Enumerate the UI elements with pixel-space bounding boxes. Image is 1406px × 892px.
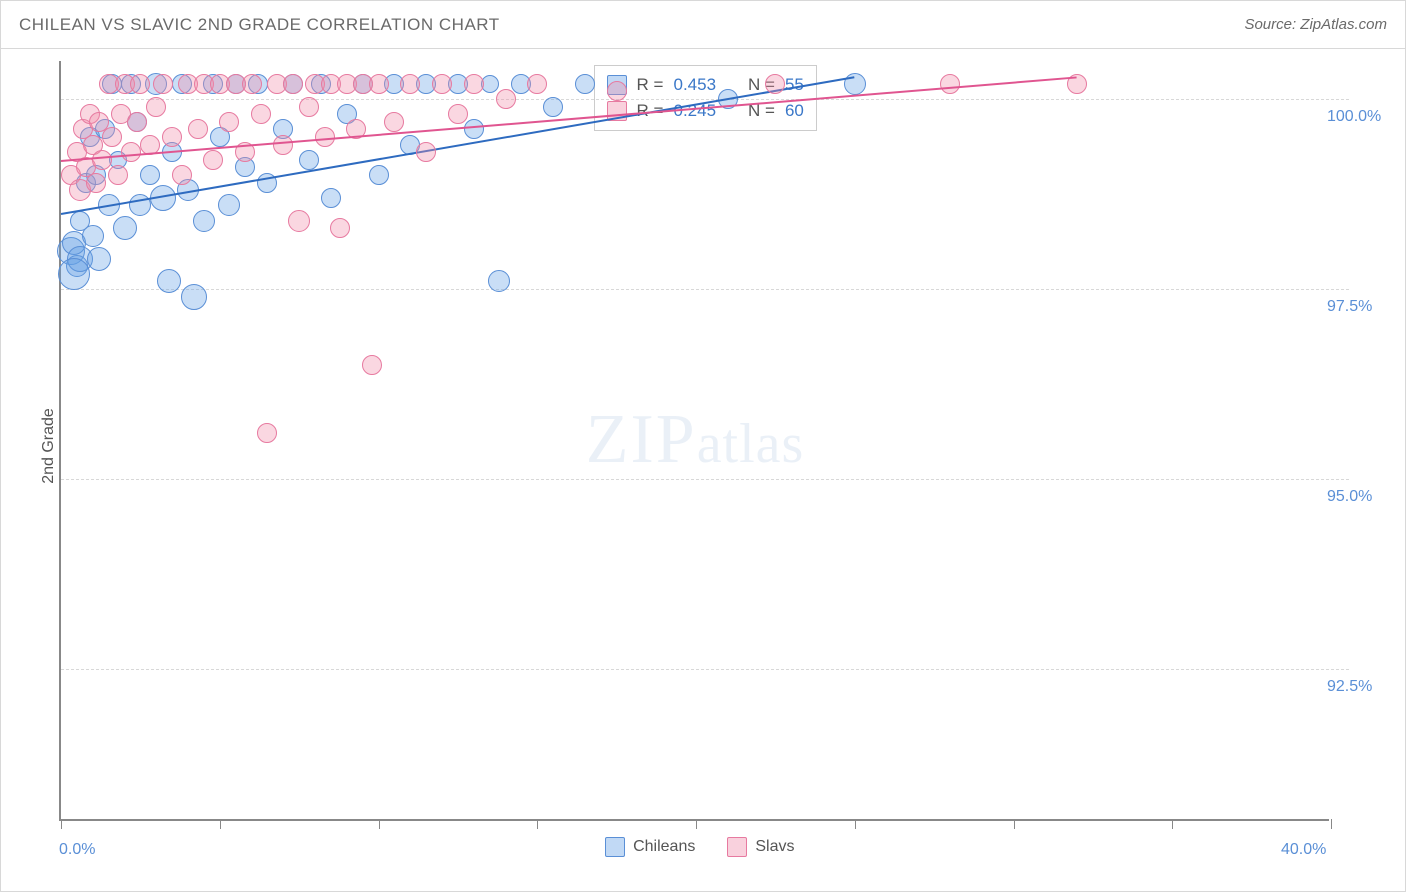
- scatter-point: [321, 188, 341, 208]
- scatter-point: [153, 74, 173, 94]
- legend-swatch-icon: [727, 837, 747, 857]
- watermark-zip: ZIP: [586, 401, 697, 478]
- legend-item: Chileans: [605, 837, 695, 857]
- scatter-point: [130, 74, 150, 94]
- scatter-point: [193, 210, 215, 232]
- scatter-point: [92, 150, 112, 170]
- scatter-point: [543, 97, 563, 117]
- scatter-point: [464, 74, 484, 94]
- scatter-point: [203, 150, 223, 170]
- scatter-point: [330, 218, 350, 238]
- scatter-point: [384, 112, 404, 132]
- chart-container: CHILEAN VS SLAVIC 2ND GRADE CORRELATION …: [0, 0, 1406, 892]
- x-tick: [1014, 819, 1015, 829]
- legend-item: Slavs: [727, 837, 794, 857]
- legend-label: Chileans: [633, 838, 695, 856]
- legend-swatch-icon: [605, 837, 625, 857]
- scatter-point: [172, 165, 192, 185]
- scatter-point: [369, 74, 389, 94]
- stat-r-label: R =: [637, 72, 664, 98]
- x-tick: [1331, 819, 1332, 829]
- scatter-point: [432, 74, 452, 94]
- scatter-point: [218, 194, 240, 216]
- scatter-point: [86, 173, 106, 193]
- scatter-point: [283, 74, 303, 94]
- gridline-h: [61, 669, 1349, 670]
- scatter-point: [400, 74, 420, 94]
- scatter-point: [416, 142, 436, 162]
- scatter-point: [146, 97, 166, 117]
- watermark-atlas: atlas: [697, 413, 805, 475]
- scatter-point: [251, 104, 271, 124]
- scatter-point: [288, 210, 310, 232]
- y-tick-label: 95.0%: [1327, 488, 1372, 506]
- scatter-point: [488, 270, 510, 292]
- scatter-point: [464, 119, 484, 139]
- y-tick-label: 97.5%: [1327, 298, 1372, 316]
- scatter-point: [362, 355, 382, 375]
- chart-title: CHILEAN VS SLAVIC 2ND GRADE CORRELATION …: [19, 15, 500, 35]
- scatter-point: [844, 73, 866, 95]
- gridline-h: [61, 99, 1349, 100]
- x-tick: [1172, 819, 1173, 829]
- scatter-point: [157, 269, 181, 293]
- scatter-point: [87, 247, 111, 271]
- scatter-point: [121, 142, 141, 162]
- scatter-point: [140, 165, 160, 185]
- scatter-point: [58, 258, 90, 290]
- stat-legend-box: R = 0.453N = 55R = 0.245N = 60: [594, 65, 817, 131]
- watermark: ZIPatlas: [586, 400, 805, 480]
- scatter-point: [607, 81, 627, 101]
- x-tick-label: 0.0%: [59, 841, 95, 859]
- scatter-point: [299, 97, 319, 117]
- series-legend: Chileans Slavs: [605, 837, 794, 857]
- scatter-point: [102, 127, 122, 147]
- x-tick: [379, 819, 380, 829]
- x-tick-label: 40.0%: [1281, 841, 1326, 859]
- scatter-point: [113, 216, 137, 240]
- gridline-h: [61, 289, 1349, 290]
- source-label: Source: ZipAtlas.com: [1244, 16, 1387, 33]
- scatter-point: [496, 89, 516, 109]
- scatter-point: [82, 225, 104, 247]
- x-tick: [696, 819, 697, 829]
- y-axis-label: 2nd Grade: [40, 408, 58, 484]
- x-tick: [855, 819, 856, 829]
- x-tick: [537, 819, 538, 829]
- y-tick-label: 92.5%: [1327, 678, 1372, 696]
- plot-area: ZIPatlas R = 0.453N = 55R = 0.245N = 60: [59, 61, 1329, 821]
- stat-r-value: 0.453: [673, 72, 716, 98]
- x-tick: [220, 819, 221, 829]
- scatter-point: [527, 74, 547, 94]
- scatter-point: [257, 423, 277, 443]
- scatter-point: [108, 165, 128, 185]
- scatter-point: [448, 104, 468, 124]
- gridline-h: [61, 479, 1349, 480]
- scatter-point: [162, 127, 182, 147]
- legend-label: Slavs: [755, 838, 794, 856]
- title-bar: CHILEAN VS SLAVIC 2ND GRADE CORRELATION …: [1, 1, 1405, 49]
- scatter-point: [273, 135, 293, 155]
- scatter-point: [242, 74, 262, 94]
- scatter-point: [299, 150, 319, 170]
- y-tick-label: 100.0%: [1327, 108, 1381, 126]
- scatter-point: [219, 112, 239, 132]
- x-tick: [61, 819, 62, 829]
- scatter-point: [575, 74, 595, 94]
- scatter-point: [940, 74, 960, 94]
- scatter-point: [369, 165, 389, 185]
- scatter-point: [765, 74, 785, 94]
- scatter-point: [127, 112, 147, 132]
- scatter-point: [188, 119, 208, 139]
- scatter-point: [181, 284, 207, 310]
